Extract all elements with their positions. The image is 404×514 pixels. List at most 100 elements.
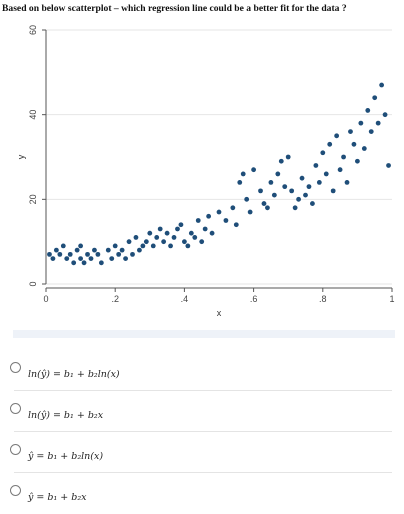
option-3-radio[interactable]: [10, 444, 21, 455]
data-point: [237, 180, 243, 185]
data-point: [379, 82, 385, 88]
data-point: [289, 188, 295, 194]
option-3-label[interactable]: ŷ = b₁ + b₂ln(x): [28, 451, 104, 462]
option-3[interactable]: ŷ = b₁ + b₂ln(x): [0, 432, 404, 473]
option-4[interactable]: ŷ = b₁ + b₂x: [0, 473, 404, 514]
data-point: [303, 192, 308, 198]
data-point: [81, 260, 87, 266]
data-point: [171, 235, 177, 240]
data-point: [230, 205, 236, 211]
option-4-radio[interactable]: [10, 485, 21, 496]
data-point: [275, 171, 281, 177]
data-point: [150, 243, 156, 249]
data-point: [375, 120, 381, 126]
option-1[interactable]: ln(ŷ) = b₁ + b₂ln(x): [0, 350, 404, 391]
data-point: [92, 247, 97, 253]
data-point: [78, 256, 83, 261]
x-tick-label: 1: [389, 294, 394, 304]
data-point: [53, 247, 59, 253]
data-point: [199, 239, 205, 245]
data-point: [98, 260, 104, 266]
data-point: [154, 235, 160, 240]
data-point: [74, 247, 80, 253]
x-axis-title: x: [217, 308, 222, 318]
option-2-label[interactable]: ln(ŷ) = b₁ + b₂x: [28, 410, 104, 421]
data-point: [195, 218, 201, 223]
data-point: [299, 175, 305, 181]
data-point: [161, 239, 167, 245]
x-tick-label: .2: [111, 294, 119, 304]
data-point: [247, 209, 253, 215]
data-point: [330, 188, 336, 194]
data-point: [361, 146, 367, 151]
data-point: [337, 167, 343, 173]
scatterplot-svg: 0 20 40 60 0 .2 .4 .6 .8 1 x y: [16, 25, 395, 318]
data-point: [240, 171, 246, 177]
data-point: [164, 230, 170, 236]
data-point: [271, 192, 277, 198]
data-point: [306, 184, 312, 190]
option-1-label[interactable]: ln(ŷ) = b₁ + b₂ln(x): [28, 369, 120, 380]
option-2-radio[interactable]: [10, 403, 21, 414]
data-point: [178, 222, 184, 228]
data-point: [206, 213, 212, 219]
data-point: [216, 209, 222, 215]
data-point: [296, 196, 301, 202]
data-point: [320, 150, 326, 156]
answer-options: ln(ŷ) = b₁ + b₂ln(x) ln(ŷ) = b₁ + b₂x ŷ …: [0, 350, 404, 514]
data-point: [143, 239, 149, 245]
data-point: [368, 129, 374, 134]
data-point: [85, 251, 90, 257]
data-point: [316, 180, 322, 185]
data-point: [192, 235, 198, 240]
y-tick-label: 20: [28, 194, 38, 204]
data-point: [285, 154, 291, 160]
divider-band: [13, 330, 395, 338]
x-tick-label: 0: [43, 294, 48, 304]
data-point: [133, 235, 139, 240]
y-tick-label: 40: [28, 110, 38, 120]
y-tick-label: 60: [28, 25, 38, 35]
data-point: [78, 243, 83, 249]
data-point: [282, 184, 288, 190]
data-point: [351, 141, 357, 147]
x-tick-label: .4: [181, 294, 189, 304]
data-point: [223, 218, 229, 223]
data-point: [358, 120, 364, 126]
data-point: [168, 243, 173, 249]
option-2[interactable]: ln(ŷ) = b₁ + b₂x: [0, 391, 404, 432]
data-point: [47, 251, 52, 257]
data-point: [57, 251, 63, 257]
data-point: [372, 95, 378, 101]
data-point: [265, 205, 270, 211]
option-divider: [14, 472, 392, 473]
data-point: [137, 247, 142, 253]
data-point: [157, 226, 163, 232]
data-point: [327, 141, 333, 147]
data-point: [251, 167, 256, 173]
option-divider: [14, 431, 392, 432]
data-point: [202, 226, 208, 232]
data-point: [185, 243, 191, 249]
data-point: [310, 201, 315, 206]
data-point: [123, 256, 128, 261]
x-tick-label: .6: [250, 294, 258, 304]
option-4-label[interactable]: ŷ = b₁ + b₂x: [28, 492, 87, 503]
data-point: [67, 251, 73, 257]
data-point: [175, 226, 180, 232]
data-point: [50, 256, 56, 261]
option-divider: [14, 390, 392, 391]
data-point: [182, 239, 187, 245]
data-point: [95, 251, 101, 257]
data-point: [278, 158, 284, 164]
data-point: [64, 256, 70, 261]
data-point: [109, 256, 115, 261]
y-tick-label: 0: [28, 281, 38, 286]
option-1-radio[interactable]: [10, 362, 21, 373]
data-point: [130, 251, 135, 257]
data-point: [334, 133, 340, 139]
data-point: [126, 239, 132, 245]
data-point: [244, 196, 250, 202]
data-point: [71, 260, 77, 266]
question-text: Based on below scatterplot – which regre…: [2, 3, 347, 14]
